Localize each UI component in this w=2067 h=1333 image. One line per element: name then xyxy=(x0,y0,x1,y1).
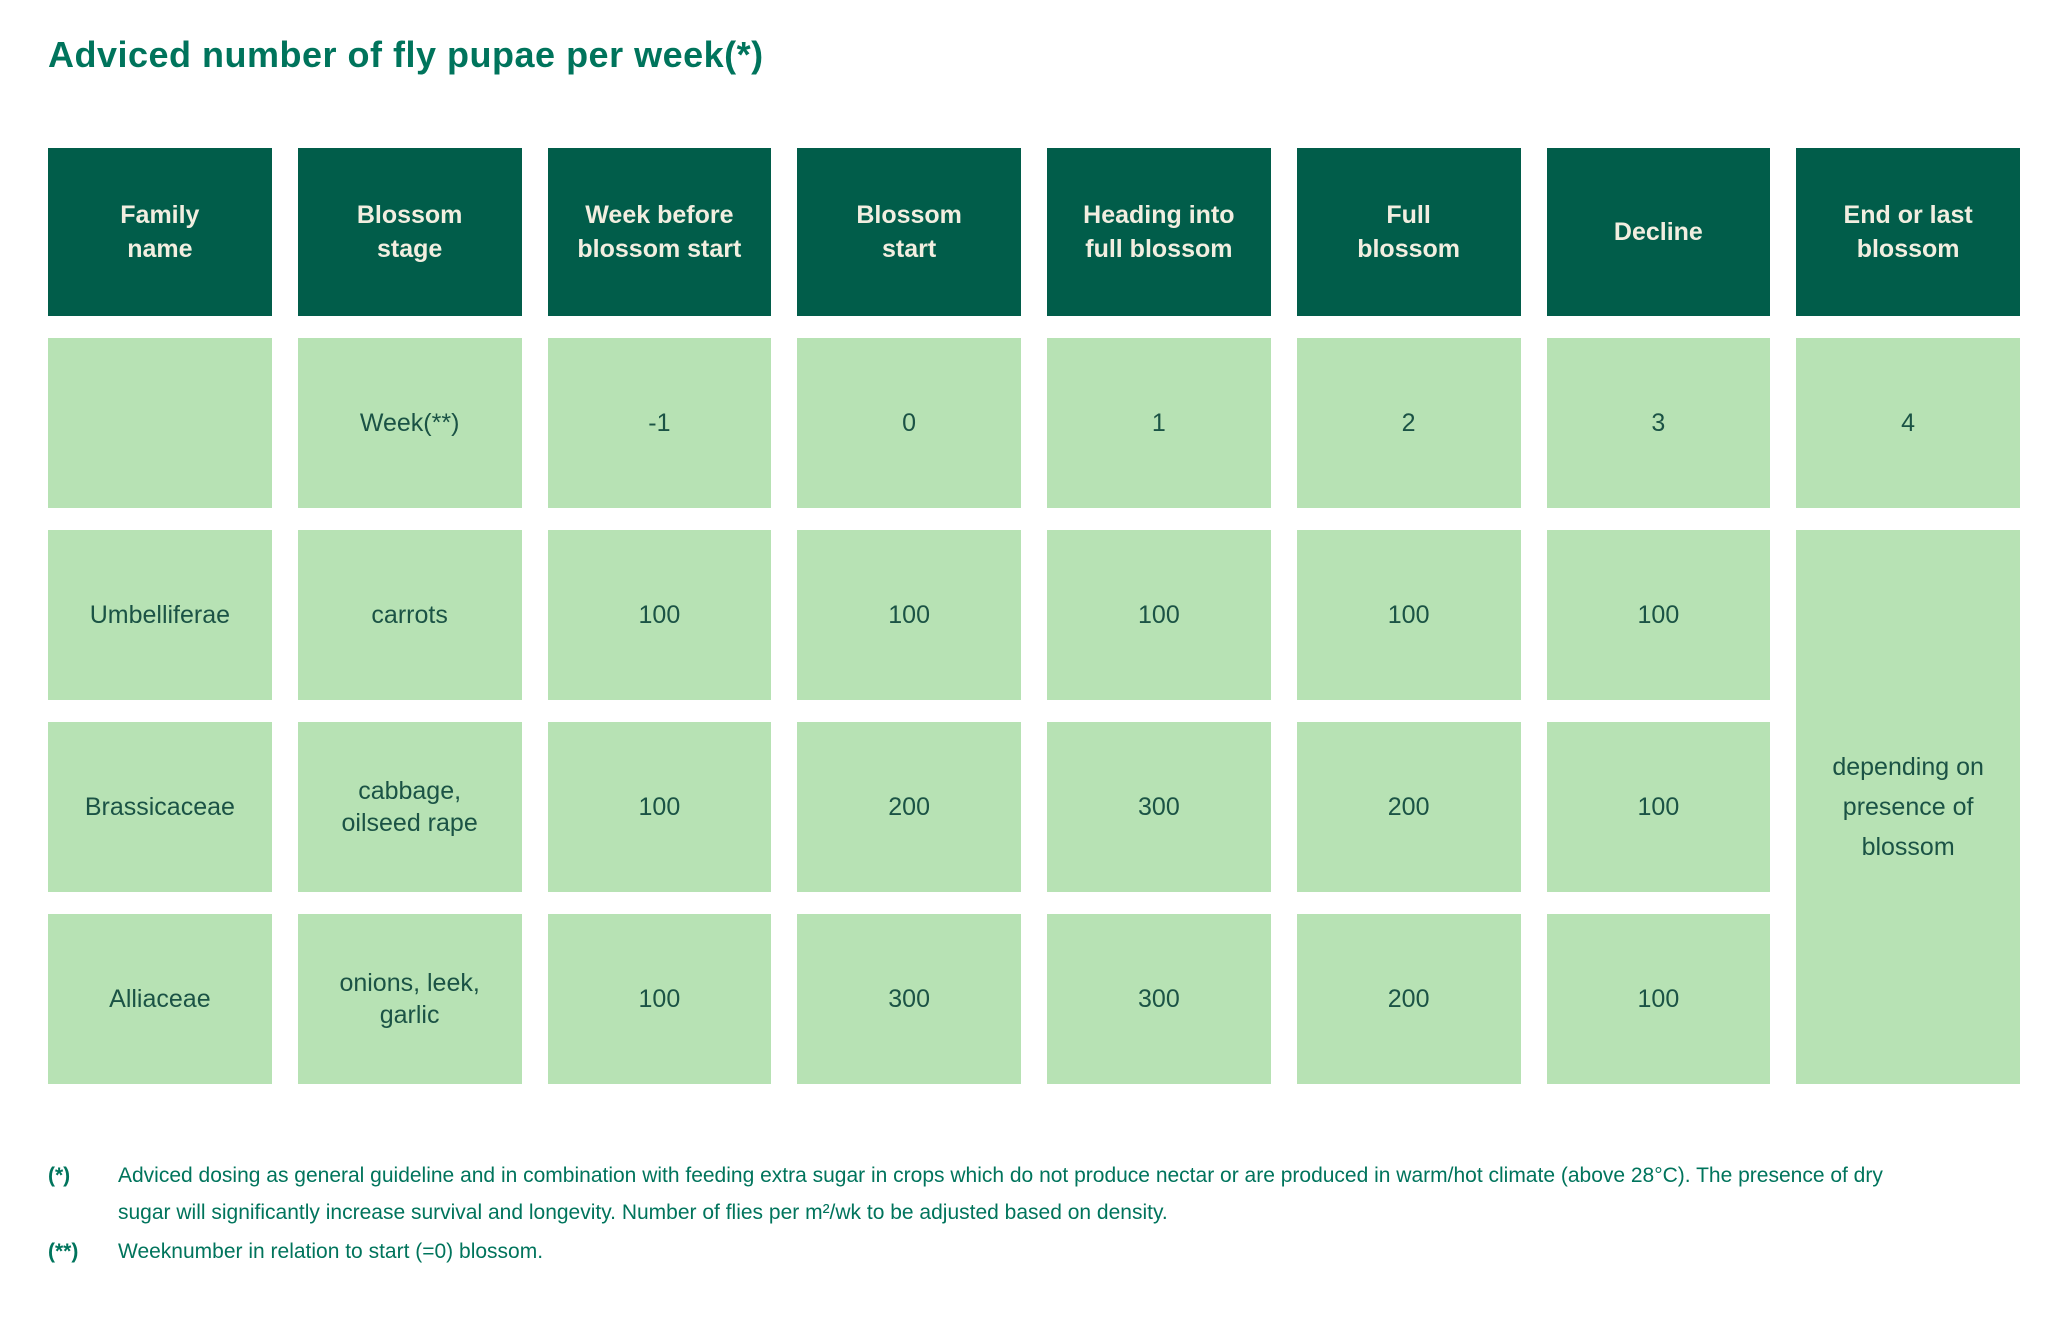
cell-dose-value: 100 xyxy=(1546,914,1771,1084)
page-title: Adviced number of fly pupae per week(*) xyxy=(48,34,764,75)
cell-blossom-stage: onions, leek, garlic xyxy=(297,914,522,1084)
cell-family-name: Brassicaceae xyxy=(48,722,272,892)
cell-week-number: -1 xyxy=(547,338,772,508)
cell-week-number: 2 xyxy=(1296,338,1521,508)
cell-dose-value: 100 xyxy=(1296,530,1521,700)
column-header-decline: Decline xyxy=(1546,148,1771,316)
column-header-heading-into-full-blossom: Heading into full blossom xyxy=(1047,148,1271,316)
cell-dose-value: 100 xyxy=(1546,530,1771,700)
cell-blossom-stage: cabbage, oilseed rape xyxy=(297,722,522,892)
cell-dose-value: 200 xyxy=(1296,722,1521,892)
cell-empty xyxy=(48,338,272,508)
cell-family-name: Alliaceae xyxy=(48,914,272,1084)
column-header-end-or-last-blossom: End or last blossom xyxy=(1796,148,2020,316)
column-header-family-name: Family name xyxy=(48,148,272,316)
column-header-blossom-stage: Blossom stage xyxy=(297,148,522,316)
cell-dose-value: 100 xyxy=(547,530,772,700)
cell-week-number: 4 xyxy=(1796,338,2020,508)
cell-dose-value: 300 xyxy=(1047,722,1271,892)
cell-dose-value: 100 xyxy=(547,914,772,1084)
column-header-week-before-blossom-start: Week before blossom start xyxy=(547,148,772,316)
footnotes: (*) Adviced dosing as general guideline … xyxy=(48,1158,2020,1271)
footnote-marker-single-asterisk: (*) xyxy=(48,1164,71,1187)
cell-depending-on-blossom-note: depending on presence of blossom xyxy=(1796,530,2020,1084)
cell-dose-value: 100 xyxy=(1546,722,1771,892)
footnote-marker-double-asterisk: (**) xyxy=(48,1239,79,1263)
column-header-full-blossom: Full blossom xyxy=(1296,148,1521,316)
cell-dose-value: 100 xyxy=(547,722,772,892)
cell-dose-value: 300 xyxy=(797,914,1021,1084)
cell-week-label: Week(**) xyxy=(297,338,522,508)
cell-dose-value: 100 xyxy=(1047,530,1271,700)
column-header-blossom-start: Blossom start xyxy=(797,148,1021,316)
cell-week-number: 3 xyxy=(1546,338,1771,508)
cell-blossom-stage: carrots xyxy=(297,530,522,700)
cell-dose-value: 300 xyxy=(1047,914,1271,1084)
cell-dose-value: 200 xyxy=(1296,914,1521,1084)
footnote-text-weeknumber: Weeknumber in relation to start (=0) blo… xyxy=(118,1239,544,1263)
footnote-text-dosing-guideline: Adviced dosing as general guideline and … xyxy=(118,1164,1883,1224)
cell-dose-value: 100 xyxy=(797,530,1021,700)
pupae-dosing-table: Family name Blossom stage Week before bl… xyxy=(48,148,2020,1084)
cell-dose-value: 200 xyxy=(797,722,1021,892)
cell-family-name: Umbelliferae xyxy=(48,530,272,700)
cell-week-number: 0 xyxy=(797,338,1021,508)
cell-week-number: 1 xyxy=(1047,338,1271,508)
